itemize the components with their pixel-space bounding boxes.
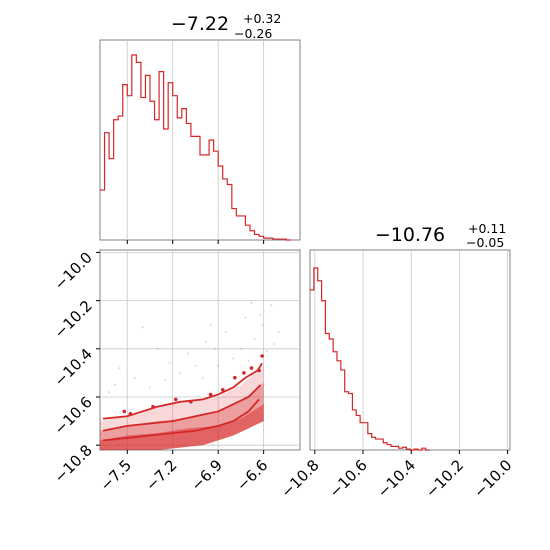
joint-faint-point — [224, 330, 227, 333]
joint-y-tick-label: −10.2 — [51, 297, 96, 342]
marginal-y-title: −10.76 — [375, 224, 445, 246]
joint-y-ticks: −10.0−10.2−10.4−10.6−10.8 — [51, 249, 100, 487]
joint-point — [242, 371, 246, 375]
marginal-y-tick-label: −10.2 — [422, 456, 467, 501]
marginal-x-title: −7.22 — [171, 13, 229, 35]
joint-faint-point — [250, 302, 253, 305]
marginal-y-title-upper: +0.11 — [468, 221, 506, 236]
joint-y-tick-label: −10.8 — [51, 441, 96, 486]
joint-faint-point — [217, 364, 220, 367]
joint-x-ticks: −7.5 −7.2 −6.9 −6.6 — [97, 450, 271, 495]
joint-faint-point — [232, 357, 235, 360]
marginal-y-gridlines — [314, 250, 508, 450]
joint-faint-point — [179, 371, 182, 374]
panel-joint-frame — [99, 249, 301, 451]
joint-density — [100, 302, 280, 450]
joint-contour — [102, 398, 260, 442]
joint-faint-point — [202, 376, 205, 379]
joint-point — [122, 409, 127, 414]
marginal-y-tick-label: −10.4 — [374, 456, 419, 501]
panel-marginal-y: −10.8 −10.6 −10.4 −10.2 −10.0 −10.76 +0.11 −… — [277, 221, 515, 501]
joint-point — [208, 392, 213, 397]
joint-faint-point — [156, 347, 159, 350]
joint-faint-point — [261, 323, 264, 326]
joint-point — [128, 412, 133, 416]
marginal-x-title-median: −7.22 — [171, 13, 229, 35]
joint-point — [220, 387, 225, 392]
joint-point — [233, 375, 237, 380]
panel-joint: −7.5 −7.2 −6.9 −6.6 −10.0−10.2−10.4−10.6−10… — [51, 249, 301, 495]
joint-density-band-inner — [100, 404, 264, 450]
marginal-x-histogram — [100, 54, 291, 241]
joint-faint-point — [194, 364, 197, 367]
joint-x-tick-label: −6.6 — [233, 456, 271, 494]
joint-faint-point — [118, 367, 121, 370]
joint-point — [257, 368, 261, 373]
joint-point — [260, 354, 264, 358]
joint-faint-point — [114, 383, 117, 386]
joint-y-tick-label: −10.0 — [51, 249, 96, 294]
joint-faint-point — [270, 304, 273, 307]
joint-faint-point — [214, 347, 217, 350]
joint-y-tick-label: −10.6 — [51, 393, 96, 438]
joint-faint-point — [205, 340, 208, 343]
joint-point — [173, 397, 178, 402]
joint-faint-point — [168, 362, 171, 365]
joint-faint-point — [277, 330, 280, 333]
joint-faint-point — [108, 391, 111, 394]
marginal-x-gridlines — [126, 40, 265, 240]
joint-faint-point — [209, 323, 212, 326]
marginal-x-title-upper: +0.32 — [243, 11, 281, 26]
joint-y-tick-label: −10.4 — [51, 345, 96, 390]
joint-faint-point — [265, 350, 268, 353]
joint-point — [249, 366, 254, 370]
marginal-y-title-median: −10.76 — [375, 224, 445, 246]
joint-point — [151, 404, 155, 409]
joint-contour — [102, 384, 262, 432]
joint-x-tick-label: −7.2 — [142, 456, 180, 494]
marginal-y-ticks: −10.8 −10.6 −10.4 −10.2 −10.0 — [277, 450, 515, 501]
joint-faint-point — [239, 347, 242, 350]
joint-faint-point — [253, 338, 256, 341]
joint-faint-point — [186, 352, 189, 355]
joint-faint-point — [244, 316, 247, 319]
joint-faint-point — [149, 386, 151, 389]
joint-x-tick-label: −7.5 — [97, 456, 135, 494]
joint-contour — [102, 362, 263, 420]
marginal-y-tick-label: −10.8 — [277, 456, 322, 501]
joint-faint-point — [164, 379, 167, 382]
marginal-y-title-lower: −0.05 — [466, 235, 504, 250]
joint-faint-point — [259, 314, 262, 317]
joint-faint-point — [247, 359, 250, 362]
marginal-y-histogram — [310, 267, 430, 451]
marginal-x-title-lower: −0.26 — [234, 26, 272, 41]
joint-x-tick-label: −6.9 — [188, 456, 226, 494]
marginal-y-tick-label: −10.6 — [326, 456, 371, 501]
panel-marginal-x: −7.22 +0.32 −0.26 — [99, 11, 301, 244]
joint-faint-point — [133, 376, 136, 379]
panel-marginal-y-frame — [309, 249, 511, 451]
marginal-y-tick-label: −10.0 — [470, 456, 515, 501]
joint-faint-point — [141, 326, 144, 329]
marginal-x-ticks — [126, 240, 265, 244]
joint-faint-point — [273, 342, 276, 345]
joint-point — [189, 400, 193, 404]
